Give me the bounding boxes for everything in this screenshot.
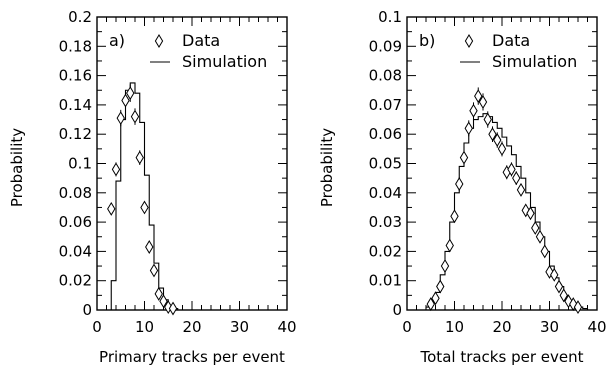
y-tick-label: 0.05 xyxy=(369,155,402,173)
data-point xyxy=(445,238,454,253)
y-axis-label: Probability xyxy=(318,128,336,207)
data-point xyxy=(426,297,435,312)
y-tick-label: 0 xyxy=(392,301,402,319)
simulation-histogram xyxy=(425,113,589,310)
y-tick-label: 0.1 xyxy=(68,155,92,173)
data-point xyxy=(159,294,168,309)
panel-b: 0 10 20 30 40 0 0.01 0.02 0.03 0.04 0.05 0.06 0.07 0.… xyxy=(318,8,607,366)
data-point xyxy=(573,300,583,315)
data-point xyxy=(154,34,164,48)
y-tick-label: 0.16 xyxy=(59,67,92,85)
data-point xyxy=(478,94,488,109)
y-tick-label: 0.06 xyxy=(59,213,92,231)
x-tick-label: 10 xyxy=(445,318,464,336)
data-point xyxy=(512,171,521,186)
legend-label-simulation: Simulation xyxy=(182,52,267,71)
y-tick-label: 0.08 xyxy=(369,67,402,85)
x-tick-label: 20 xyxy=(492,318,511,336)
data-point xyxy=(554,279,564,294)
y-tick-label: 0.08 xyxy=(59,184,92,202)
x-tick-label: 30 xyxy=(540,318,559,336)
data-point xyxy=(559,288,568,303)
y-tick-label: 0.14 xyxy=(59,96,92,114)
y-tick-label: 0.04 xyxy=(369,184,402,202)
data-point xyxy=(121,93,130,108)
data-point xyxy=(130,109,140,124)
panel-a: 0 10 20 30 40 0 0.02 0.04 0.06 0.08 0.1 0.12 0.14 0.1… xyxy=(8,8,297,366)
y-axis-label: Probability xyxy=(8,128,26,207)
x-tick-label: 40 xyxy=(277,318,296,336)
data-point xyxy=(493,133,502,148)
data-point xyxy=(488,127,497,142)
data-point xyxy=(497,141,507,156)
data-point xyxy=(550,267,559,282)
data-point xyxy=(507,162,516,177)
x-axis-label: Primary tracks per event xyxy=(99,348,285,366)
x-tick-label: 20 xyxy=(182,318,201,336)
data-point xyxy=(436,279,445,294)
data-point xyxy=(440,259,450,274)
data-point xyxy=(516,182,526,197)
data-point xyxy=(154,286,163,301)
panel-label: a) xyxy=(109,31,125,50)
data-point xyxy=(483,112,492,127)
data-point xyxy=(535,229,545,244)
data-point xyxy=(469,103,478,118)
data-point xyxy=(168,301,178,316)
y-tick-label: 0.09 xyxy=(369,37,402,55)
y-tick-label: 0 xyxy=(82,301,92,319)
data-point xyxy=(531,220,540,235)
legend-label-data: Data xyxy=(182,31,220,50)
y-tick-label: 0.2 xyxy=(68,8,92,26)
x-tick-label: 30 xyxy=(230,318,249,336)
y-tick-label: 0.18 xyxy=(59,37,92,55)
y-tick-label: 0.01 xyxy=(369,272,402,290)
legend-label-data: Data xyxy=(492,31,530,50)
data-point xyxy=(140,200,149,215)
y-tick-label: 0.1 xyxy=(378,8,402,26)
y-tick-label: 0.04 xyxy=(59,242,92,260)
data-point xyxy=(474,89,483,104)
x-tick-label: 10 xyxy=(135,318,154,336)
data-point xyxy=(116,111,125,126)
data-point xyxy=(111,162,121,177)
data-point xyxy=(431,291,440,306)
data-point xyxy=(135,150,144,165)
legend-label-simulation: Simulation xyxy=(492,52,577,71)
x-tick-label: 0 xyxy=(92,318,102,336)
panel-label: b) xyxy=(419,31,435,50)
data-point xyxy=(464,121,473,136)
data-point xyxy=(540,244,549,259)
data-point xyxy=(107,201,116,216)
y-tick-label: 0.12 xyxy=(59,125,92,143)
y-tick-label: 0.02 xyxy=(369,242,402,260)
y-tick-label: 0.07 xyxy=(369,96,402,114)
data-point xyxy=(464,34,474,48)
x-tick-label: 0 xyxy=(402,318,412,336)
data-point xyxy=(126,86,135,101)
x-axis-label: Total tracks per event xyxy=(420,348,584,366)
x-tick-label: 40 xyxy=(587,318,606,336)
data-point xyxy=(526,206,535,221)
data-point xyxy=(149,263,159,278)
y-tick-label: 0.02 xyxy=(59,272,92,290)
data-point xyxy=(450,209,459,224)
data-point xyxy=(455,177,464,191)
data-point xyxy=(145,240,154,254)
y-tick-label: 0.06 xyxy=(369,125,402,143)
y-tick-label: 0.03 xyxy=(369,213,402,231)
data-point xyxy=(459,150,469,165)
